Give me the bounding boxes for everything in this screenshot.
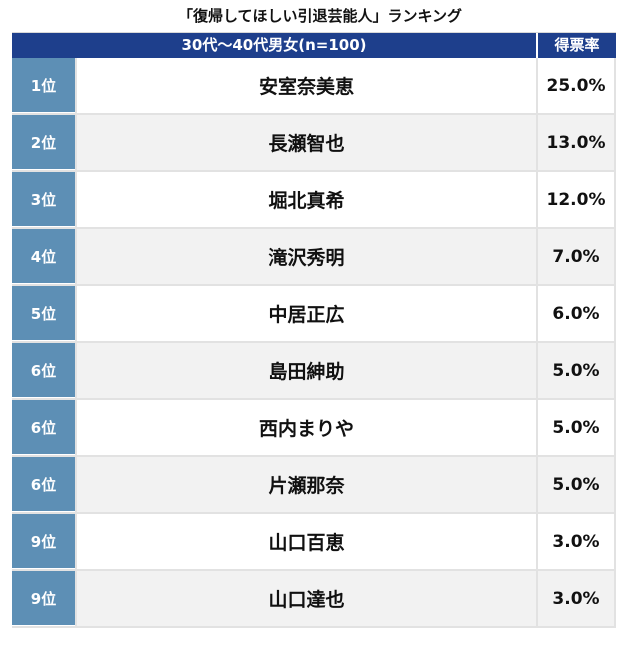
- rank-cell: 4位: [12, 229, 75, 284]
- table-row: 9位 山口百恵 3.0%: [12, 514, 616, 571]
- rate-cell: 5.0%: [536, 343, 616, 398]
- table-row: 5位 中居正広 6.0%: [12, 286, 616, 343]
- table-row: 9位 山口達也 3.0%: [12, 571, 616, 628]
- rank-cell: 6位: [12, 457, 75, 512]
- table-row: 6位 片瀬那奈 5.0%: [12, 457, 616, 514]
- rate-cell: 12.0%: [536, 172, 616, 227]
- name-cell: 中居正広: [75, 286, 536, 341]
- segment-header: 30代〜40代男女(n=100): [181, 36, 367, 54]
- rate-cell: 3.0%: [536, 571, 616, 626]
- rank-cell: 3位: [12, 172, 75, 227]
- rate-cell: 25.0%: [536, 58, 616, 113]
- name-cell: 島田紳助: [75, 343, 536, 398]
- name-cell: 山口百恵: [75, 514, 536, 569]
- name-cell: 山口達也: [75, 571, 536, 626]
- rank-cell: 5位: [12, 286, 75, 341]
- name-cell: 片瀬那奈: [75, 457, 536, 512]
- table-row: 1位 安室奈美恵 25.0%: [12, 58, 616, 115]
- rate-cell: 5.0%: [536, 457, 616, 512]
- ranking-table: 30代〜40代男女(n=100) 得票率 1位 安室奈美恵 25.0% 2位 長瀬智也 1…: [12, 32, 616, 628]
- table-header: 30代〜40代男女(n=100) 得票率: [12, 33, 616, 58]
- name-cell: 安室奈美恵: [75, 58, 536, 113]
- name-cell: 堀北真希: [75, 172, 536, 227]
- table-row: 6位 西内まりや 5.0%: [12, 400, 616, 457]
- name-cell: 滝沢秀明: [75, 229, 536, 284]
- table-row: 3位 堀北真希 12.0%: [12, 172, 616, 229]
- table-row: 6位 島田紳助 5.0%: [12, 343, 616, 400]
- rate-cell: 7.0%: [536, 229, 616, 284]
- rank-cell: 1位: [12, 58, 75, 113]
- rank-cell: 6位: [12, 343, 75, 398]
- rank-cell: 9位: [12, 571, 75, 626]
- rate-cell: 13.0%: [536, 115, 616, 170]
- rank-cell: 6位: [12, 400, 75, 455]
- table-body: 1位 安室奈美恵 25.0% 2位 長瀬智也 13.0% 3位 堀北真希 12.0% 4位 滝沢秀明…: [12, 58, 616, 628]
- rate-cell: 6.0%: [536, 286, 616, 341]
- rate-cell: 5.0%: [536, 400, 616, 455]
- rank-cell: 9位: [12, 514, 75, 569]
- ranking-title: 「復帰してほしい引退芸能人」ランキング: [177, 7, 463, 25]
- name-cell: 長瀬智也: [75, 115, 536, 170]
- table-row: 4位 滝沢秀明 7.0%: [12, 229, 616, 286]
- rate-header: 得票率: [536, 33, 616, 58]
- table-row: 2位 長瀬智也 13.0%: [12, 115, 616, 172]
- rate-cell: 3.0%: [536, 514, 616, 569]
- name-cell: 西内まりや: [75, 400, 536, 455]
- rank-cell: 2位: [12, 115, 75, 170]
